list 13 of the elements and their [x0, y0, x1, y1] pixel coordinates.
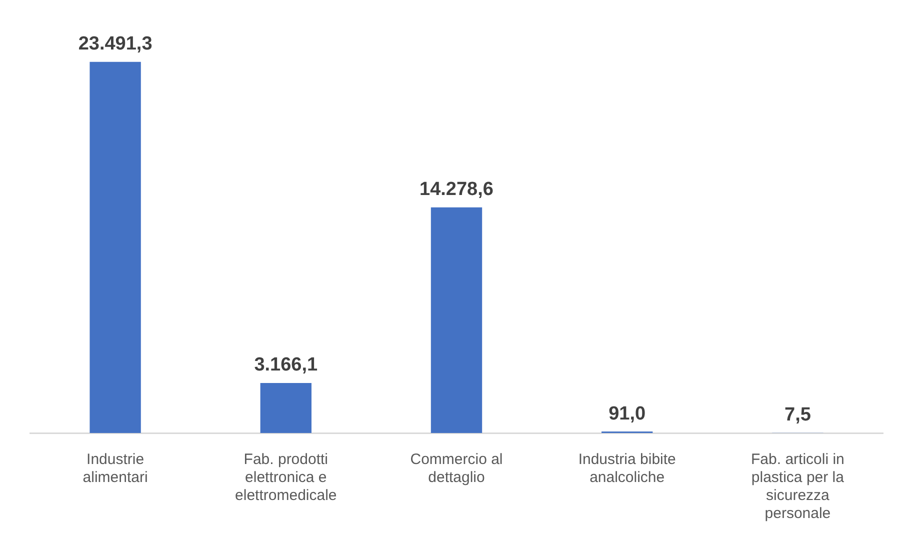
data-label: 91,0 — [608, 403, 646, 424]
x-tick-label: Fab. articoli in plastica per la sicurezza personale — [751, 451, 845, 522]
bar — [90, 62, 141, 433]
x-tick-label: Industrie alimentari — [82, 451, 148, 486]
x-tick-label: Industria bibite analcoliche — [578, 451, 676, 486]
data-label: 14.278,6 — [420, 179, 494, 200]
data-label: 7,5 — [784, 404, 812, 426]
x-tick-label: Fab. prodotti elettronica e elettromedicale — [235, 451, 337, 504]
bar — [430, 207, 482, 433]
data-label: 23.491,3 — [78, 34, 152, 55]
x-tick-label: Commercio al dettaglio — [410, 451, 503, 486]
data-label: 3.166,1 — [254, 354, 318, 376]
bar — [260, 382, 312, 433]
